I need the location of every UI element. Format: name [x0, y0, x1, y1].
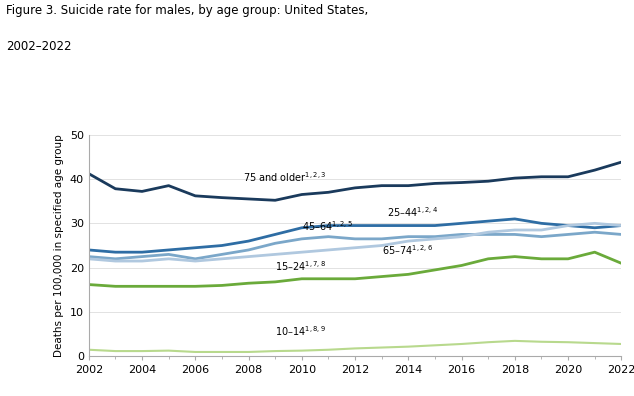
Text: 75 and older$^{1,2,3}$: 75 and older$^{1,2,3}$ — [243, 171, 327, 184]
Y-axis label: Deaths per 100,000 in specified age group: Deaths per 100,000 in specified age grou… — [55, 134, 64, 357]
Text: 25–44$^{1,2,4}$: 25–44$^{1,2,4}$ — [387, 205, 439, 219]
Text: Figure 3. Suicide rate for males, by age group: United States,: Figure 3. Suicide rate for males, by age… — [6, 4, 368, 17]
Text: 65–74$^{1,2,6}$: 65–74$^{1,2,6}$ — [382, 243, 433, 257]
Text: 45–64$^{1,2,5}$: 45–64$^{1,2,5}$ — [302, 219, 353, 233]
Text: 10–14$^{1,8,9}$: 10–14$^{1,8,9}$ — [275, 324, 327, 338]
Text: 15–24$^{1,7,8}$: 15–24$^{1,7,8}$ — [275, 259, 327, 273]
Text: 2002–2022: 2002–2022 — [6, 40, 72, 53]
